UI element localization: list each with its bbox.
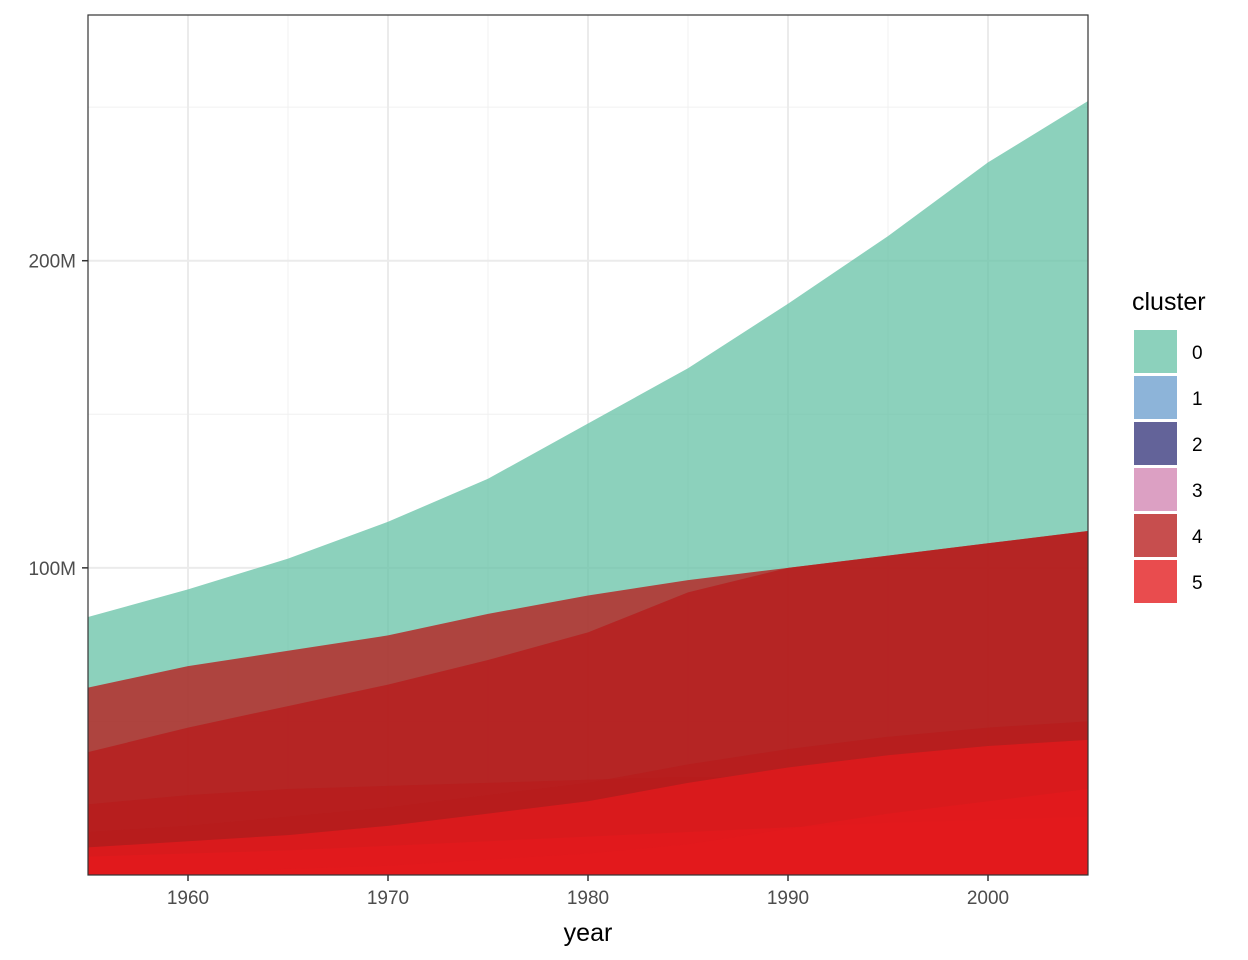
x-axis: 1960 1970 1980 1990 2000	[167, 875, 1009, 909]
legend-label-2: 2	[1192, 435, 1203, 456]
x-axis-title: year	[564, 919, 613, 947]
legend-swatch-3	[1134, 468, 1177, 511]
legend-title: cluster	[1132, 288, 1206, 316]
legend-label-4: 4	[1192, 527, 1203, 548]
y-tick-label: 200M	[28, 252, 76, 273]
legend-items: 0 1 2 3 4 5	[1134, 330, 1203, 603]
x-tick-label: 1960	[167, 888, 209, 909]
area-cluster-5-2	[88, 789, 1088, 875]
area-layers	[88, 101, 1088, 875]
x-tick-label: 1980	[567, 888, 609, 909]
x-tick-label: 2000	[967, 888, 1009, 909]
legend: cluster 0 1 2 3 4 5	[1132, 288, 1206, 603]
legend-swatch-5	[1134, 560, 1177, 603]
legend-swatch-4	[1134, 514, 1177, 557]
x-tick-label: 1990	[767, 888, 809, 909]
legend-label-0: 0	[1192, 343, 1203, 364]
legend-swatch-2	[1134, 422, 1177, 465]
x-tick-label: 1970	[367, 888, 409, 909]
legend-label-3: 3	[1192, 481, 1203, 502]
legend-swatch-0	[1134, 330, 1177, 373]
legend-label-1: 1	[1192, 389, 1203, 410]
y-tick-label: 100M	[28, 559, 76, 580]
legend-swatch-1	[1134, 376, 1177, 419]
y-axis: 100M 200M	[28, 252, 88, 580]
legend-label-5: 5	[1192, 573, 1203, 594]
